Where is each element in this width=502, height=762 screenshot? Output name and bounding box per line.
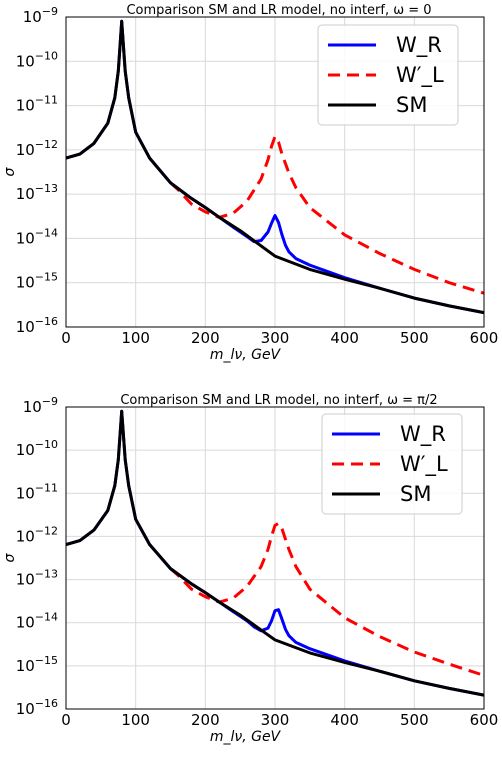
y-axis-label: σ [2, 552, 18, 562]
legend-label: SM [400, 482, 431, 506]
y-tick-label: 10−15 [16, 654, 58, 675]
legend-box [321, 413, 463, 515]
series-line-sm [66, 409, 484, 697]
y-tick-label: 10−11 [16, 94, 58, 115]
series-line-wprime-l [169, 135, 484, 295]
y-tick-label: 10−10 [16, 49, 58, 70]
series-line-wprime-l [169, 521, 484, 677]
x-tick-label: 0 [61, 711, 71, 729]
axes-frame [65, 406, 485, 710]
series-group [66, 409, 484, 697]
y-tick-label: 10−9 [23, 395, 58, 416]
x-axis-label: m_lν, GeV [210, 729, 282, 745]
x-tick-label: 100 [121, 711, 150, 729]
y-tick-label: 10−11 [16, 481, 58, 502]
legend: W_R W′_L SM [317, 24, 459, 126]
chart-title: Comparison SM and LR model, no interf, ω… [126, 3, 431, 18]
series-line-sm [66, 19, 484, 315]
y-tick-label: 10−12 [16, 138, 58, 159]
x-tick-label: 400 [330, 329, 359, 347]
chart-1: 0 100 200 300 400 500 600 10−9 10−10 10−11 10−12 10… [2, 3, 498, 363]
legend-label: SM [396, 93, 427, 117]
series-group [66, 19, 484, 315]
x-axis-label: m_lν, GeV [210, 347, 282, 363]
legend: W_R W′_L SM [321, 413, 463, 515]
y-tick-label: 10−14 [16, 611, 58, 632]
chart-title: Comparison SM and LR model, no interf, ω… [120, 393, 437, 408]
y-tick-label: 10−13 [16, 568, 58, 589]
x-tick-label: 500 [400, 329, 429, 347]
y-tick-label: 10−9 [23, 5, 58, 26]
x-tick-label: 600 [470, 711, 499, 729]
axes-frame [65, 16, 485, 328]
x-tick-label: 300 [261, 329, 290, 347]
y-tick-label: 10−10 [16, 438, 58, 459]
x-tick-label: 200 [191, 329, 220, 347]
x-tick-label: 200 [191, 711, 220, 729]
y-axis-label: σ [2, 166, 18, 176]
legend-box [317, 24, 459, 126]
x-tick-label: 0 [61, 329, 71, 347]
legend-label: W_R [396, 33, 442, 58]
x-tick-label: 100 [121, 329, 150, 347]
y-tick-label: 10−16 [16, 697, 58, 718]
y-tick-label: 10−12 [16, 524, 58, 545]
x-tick-label: 300 [261, 711, 290, 729]
x-tick-label: 600 [470, 329, 499, 347]
x-tick-label: 400 [330, 711, 359, 729]
legend-label: W′_L [400, 452, 448, 477]
x-tick-label: 500 [400, 711, 429, 729]
y-tick-label: 10−14 [16, 226, 58, 247]
y-tick-label: 10−16 [16, 315, 58, 336]
y-tick-label: 10−13 [16, 182, 58, 203]
y-tick-label: 10−15 [16, 271, 58, 292]
legend-label: W_R [400, 422, 446, 447]
legend-label: W′_L [396, 63, 444, 88]
chart-2: 0 100 200 300 400 500 600 10−9 10−10 10−11 10−12 10… [2, 393, 498, 745]
